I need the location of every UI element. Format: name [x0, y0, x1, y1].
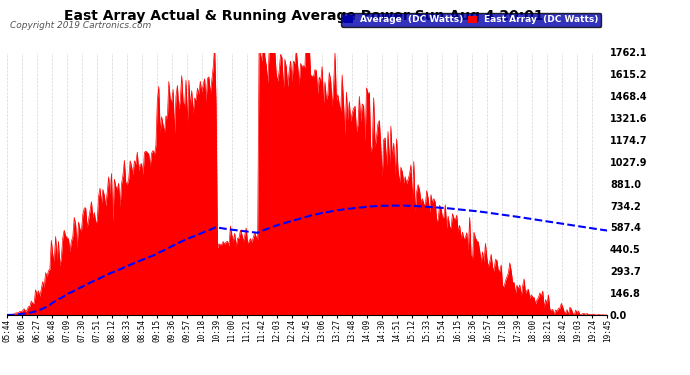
Text: East Array Actual & Running Average Power Sun Aug 4 20:01: East Array Actual & Running Average Powe… [63, 9, 544, 23]
Text: Copyright 2019 Cartronics.com: Copyright 2019 Cartronics.com [10, 21, 152, 30]
Legend: Average  (DC Watts), East Array  (DC Watts): Average (DC Watts), East Array (DC Watts… [342, 13, 601, 27]
